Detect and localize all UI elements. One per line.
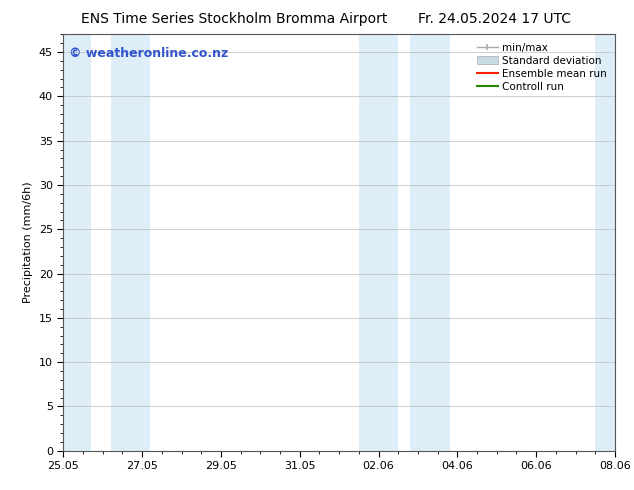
Bar (63, 34, 91, 451)
Bar (359, 34, 398, 451)
Bar (111, 34, 150, 451)
Text: © weatheronline.co.nz: © weatheronline.co.nz (69, 47, 228, 60)
Y-axis label: Precipitation (mm/6h): Precipitation (mm/6h) (23, 182, 34, 303)
Legend: min/max, Standard deviation, Ensemble mean run, Controll run: min/max, Standard deviation, Ensemble me… (474, 40, 610, 95)
Bar (410, 34, 450, 451)
Text: ENS Time Series Stockholm Bromma Airport: ENS Time Series Stockholm Bromma Airport (81, 12, 388, 26)
Text: Fr. 24.05.2024 17 UTC: Fr. 24.05.2024 17 UTC (418, 12, 571, 26)
Bar (595, 34, 615, 451)
